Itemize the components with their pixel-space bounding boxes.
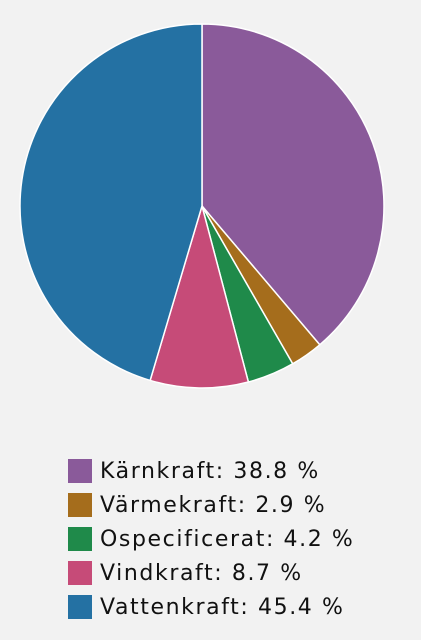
legend-label-name: Värmekraft (100, 492, 238, 518)
legend-item: Vattenkraft: 45.4 % (68, 590, 354, 624)
pie-slice-4 (19, 23, 203, 382)
legend-label-value: 4.2 % (283, 526, 355, 552)
legend-label-value: 2.9 % (255, 492, 327, 518)
legend-item: Vindkraft: 8.7 % (68, 556, 354, 590)
legend-label-value: 38.8 % (233, 458, 320, 484)
legend-swatch (68, 459, 92, 483)
legend-label-name: Kärnkraft (100, 458, 216, 484)
legend-item: Värmekraft: 2.9 % (68, 488, 354, 522)
legend-label: Vindkraft: 8.7 % (100, 560, 303, 586)
legend-swatch (68, 493, 92, 517)
legend-label: Kärnkraft: 38.8 % (100, 458, 320, 484)
pie-slice-0 (201, 23, 385, 346)
legend-swatch (68, 527, 92, 551)
pie-chart (19, 23, 385, 389)
legend-label-value: 45.4 % (258, 594, 345, 620)
pie-slice-3 (149, 205, 250, 389)
legend: Kärnkraft: 38.8 % Värmekraft: 2.9 % Ospeci… (68, 454, 354, 624)
legend-swatch (68, 595, 92, 619)
legend-label: Vattenkraft: 45.4 % (100, 594, 345, 620)
legend-item: Ospecificerat: 4.2 % (68, 522, 354, 556)
legend-label-name: Vindkraft (100, 560, 215, 586)
legend-label-value: 8.7 % (231, 560, 303, 586)
legend-swatch (68, 561, 92, 585)
legend-label-name: Vattenkraft (100, 594, 241, 620)
legend-item: Kärnkraft: 38.8 % (68, 454, 354, 488)
legend-label: Värmekraft: 2.9 % (100, 492, 327, 518)
legend-label-name: Ospecificerat (100, 526, 266, 552)
legend-label: Ospecificerat: 4.2 % (100, 526, 355, 552)
